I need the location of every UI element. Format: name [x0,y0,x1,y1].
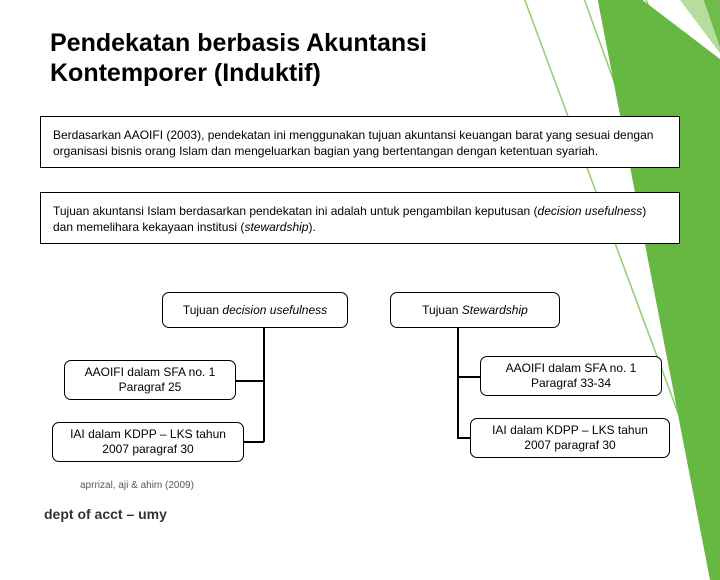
conn-du-branch2 [244,441,264,443]
sub-iai-30-left: IAI dalam KDPP – LKS tahun 2007 paragraf… [52,422,244,462]
intro2-em1: decision usefulness [538,204,643,218]
goal-du-em: decision usefulness [222,303,327,317]
intro-text-1: Berdasarkan AAOIFI (2003), pendekatan in… [53,128,653,158]
intro2-em2: stewardship [244,220,308,234]
sub-right1-text: AAOIFI dalam SFA no. 1 Paragraf 33-34 [491,361,651,391]
conn-sw-branch2 [457,437,471,439]
conn-sw-branch1 [457,376,480,378]
goal-decision-usefulness: Tujuan decision usefulness [162,292,348,328]
conn-du-branch1 [236,380,263,382]
goal-sw-pre: Tujuan [422,303,462,317]
citation-text: aprrizal, aji & ahim (2009) [80,480,194,491]
goal-du-pre: Tujuan [183,303,223,317]
conn-sw-down [457,328,459,438]
sub-aaoifi-25: AAOIFI dalam SFA no. 1 Paragraf 25 [64,360,236,400]
background-decoration [480,0,720,580]
sub-iai-30-right: IAI dalam KDPP – LKS tahun 2007 paragraf… [470,418,670,458]
intro2-post: ). [308,220,315,234]
intro-textbox-1: Berdasarkan AAOIFI (2003), pendekatan in… [40,116,680,168]
footer-text: dept of acct – umy [44,506,167,522]
goal-sw-em: Stewardship [462,303,528,317]
intro2-pre: Tujuan akuntansi Islam berdasarkan pende… [53,204,538,218]
sub-aaoifi-33-34: AAOIFI dalam SFA no. 1 Paragraf 33-34 [480,356,662,396]
sub-right2-text: IAI dalam KDPP – LKS tahun 2007 paragraf… [481,423,659,453]
conn-du-down [263,328,265,442]
sub-left2-text: IAI dalam KDPP – LKS tahun 2007 paragraf… [63,427,233,457]
goal-stewardship: Tujuan Stewardship [390,292,560,328]
intro-textbox-2: Tujuan akuntansi Islam berdasarkan pende… [40,192,680,244]
slide-title: Pendekatan berbasis Akuntansi Kontempore… [50,28,427,88]
title-line-1: Pendekatan berbasis Akuntansi [50,29,427,57]
title-line-2: Kontemporer (Induktif) [50,59,321,87]
sub-left1-text: AAOIFI dalam SFA no. 1 Paragraf 25 [75,365,225,395]
